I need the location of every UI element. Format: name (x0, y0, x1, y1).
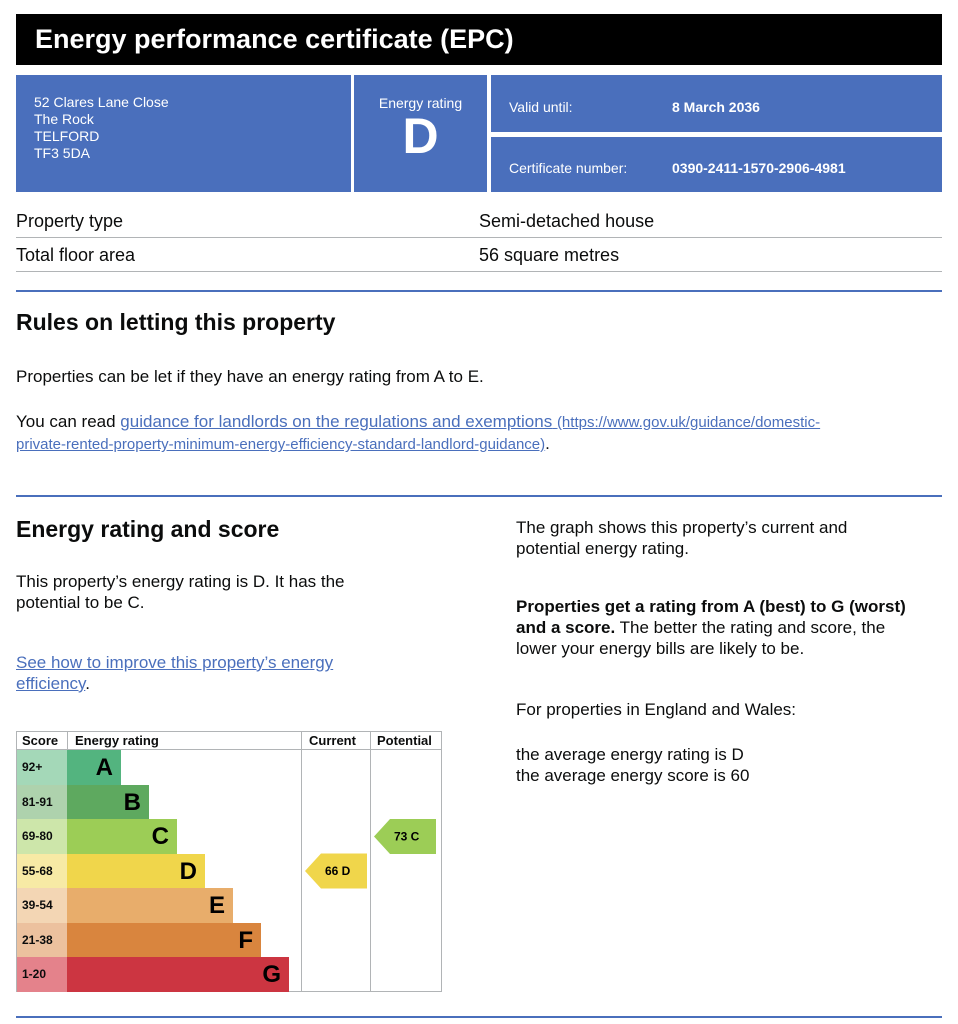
rating-scale-text: Properties get a rating from A (best) to… (516, 597, 906, 658)
rules-guidance-prefix: You can read (16, 412, 121, 431)
section-divider (16, 495, 942, 497)
rules-guidance-text: You can read guidance for landlords on t… (16, 412, 821, 453)
band-bar-d: D (67, 853, 205, 889)
band-bar-b: B (67, 784, 149, 820)
address-block: 52 Clares Lane Close The Rock TELFORD TF… (16, 75, 351, 192)
energy-rating-value: D (402, 108, 439, 164)
valid-until-label: Valid until: (509, 99, 573, 115)
chart-header-divider (17, 749, 441, 750)
band-score-c: 69-80 (17, 819, 67, 854)
band-bar-a: A (67, 750, 121, 785)
energy-rating-label: Energy rating (378, 95, 463, 111)
chart-column-divider (301, 732, 302, 991)
section-divider (16, 1016, 942, 1018)
graph-explanation-text: The graph shows this property’s current … (516, 518, 848, 558)
chart-column-divider (67, 732, 68, 749)
energy-rating-box: Energy rating D (354, 75, 487, 192)
current-rating-label: 66 D (325, 864, 351, 878)
score-summary-text: This property’s energy rating is D. It h… (16, 572, 345, 612)
band-bar-f: F (67, 922, 261, 958)
chart-header-score: Score (22, 733, 59, 748)
band-score-a: 92+ (17, 750, 67, 785)
chart-header-energy-rating: Energy rating (75, 733, 159, 748)
band-score-g: 1-20 (17, 957, 67, 992)
band-bar-g: G (67, 957, 289, 992)
improve-link-text: See how to improve this property’s energ… (16, 653, 334, 693)
valid-until-box: Valid until: 8 March 2036 (491, 75, 942, 132)
floor-area-value: 56 square metres (479, 245, 620, 265)
band-score-d: 55-68 (17, 853, 67, 889)
band-bar-c: C (67, 819, 177, 854)
chart-header-potential: Potential (377, 733, 432, 748)
band-score-f: 21-38 (17, 922, 67, 958)
address-line-4: TF3 5DA (34, 145, 91, 161)
property-type-value: Semi-detached house (479, 211, 655, 231)
certificate-number-value: 0390-2411-1570-2906-4981 (672, 160, 846, 176)
valid-until-value: 8 March 2036 (672, 99, 760, 115)
epc-rating-chart: Score Energy rating Current Potential 66… (16, 731, 442, 992)
band-bar-e: E (67, 888, 233, 923)
band-score-e: 39-54 (17, 888, 67, 923)
address-line-3: TELFORD (34, 128, 100, 144)
property-type-row: Property type Semi-detached house (16, 203, 942, 238)
certificate-number-label: Certificate number: (509, 160, 628, 176)
improve-efficiency-link[interactable]: See how to improve this property’s energ… (16, 653, 334, 693)
rating-arrows: 66 D 73 C (305, 819, 436, 889)
section-divider (16, 290, 942, 292)
certificate-number-box: Certificate number: 0390-2411-1570-2906-… (491, 137, 942, 192)
band-score-b: 81-91 (17, 784, 67, 820)
current-rating-arrow (305, 853, 367, 889)
chart-header-current: Current (309, 733, 356, 748)
address-line-2: The Rock (34, 111, 94, 127)
floor-area-row: Total floor area 56 square metres (16, 237, 942, 272)
floor-area-key: Total floor area (16, 245, 136, 265)
page-title: Energy performance certificate (EPC) (16, 14, 942, 65)
england-wales-text: For properties in England and Wales: (516, 700, 797, 719)
chart-column-divider (370, 732, 371, 991)
score-heading: Energy rating and score (16, 516, 280, 542)
property-type-key: Property type (16, 211, 124, 231)
rules-text: Properties can be let if they have an en… (16, 367, 484, 386)
potential-rating-arrow (374, 819, 436, 854)
rules-heading: Rules on letting this property (16, 309, 336, 335)
landlord-guidance-link[interactable]: guidance for landlords on the regulation… (16, 412, 821, 453)
address-line-1: 52 Clares Lane Close (34, 94, 169, 110)
potential-rating-label: 73 C (394, 830, 420, 844)
